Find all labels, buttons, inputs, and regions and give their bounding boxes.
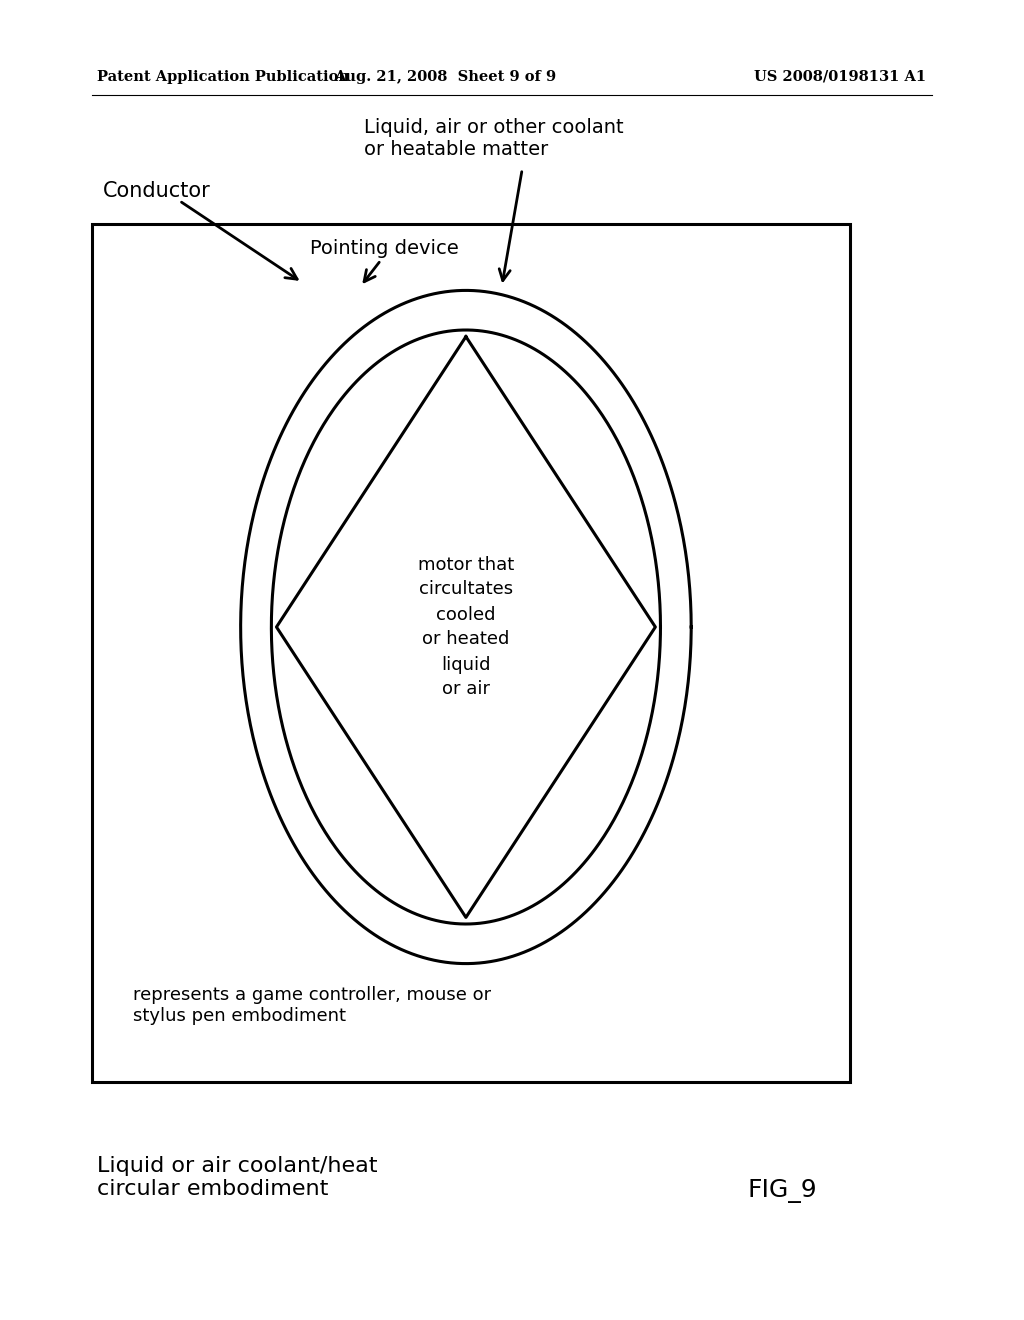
- Bar: [92, 224, 850, 1082]
- Text: FIG_9: FIG_9: [748, 1179, 817, 1203]
- Polygon shape: [276, 337, 655, 917]
- Text: US 2008/0198131 A1: US 2008/0198131 A1: [754, 70, 926, 83]
- Text: Conductor: Conductor: [102, 181, 210, 202]
- Text: Patent Application Publication: Patent Application Publication: [97, 70, 349, 83]
- Text: Liquid or air coolant/heat
circular embodiment: Liquid or air coolant/heat circular embo…: [97, 1156, 378, 1199]
- Text: motor that
circultates
cooled
or heated
liquid
or air: motor that circultates cooled or heated …: [418, 556, 514, 698]
- Polygon shape: [271, 330, 660, 924]
- Text: represents a game controller, mouse or
stylus pen embodiment: represents a game controller, mouse or s…: [133, 986, 492, 1026]
- Text: Pointing device: Pointing device: [309, 239, 459, 257]
- Text: Liquid, air or other coolant
or heatable matter: Liquid, air or other coolant or heatable…: [364, 117, 624, 160]
- Text: Aug. 21, 2008  Sheet 9 of 9: Aug. 21, 2008 Sheet 9 of 9: [335, 70, 556, 83]
